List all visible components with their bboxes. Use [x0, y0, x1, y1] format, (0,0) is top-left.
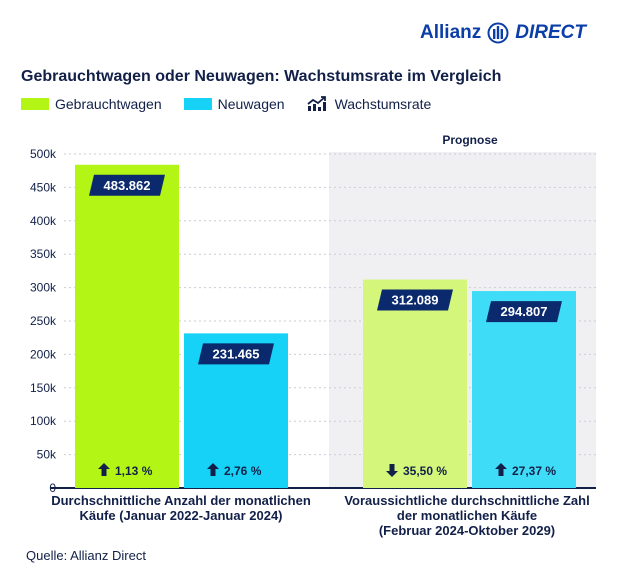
- value-label-box: [198, 343, 274, 365]
- legend-item-new: Neuwagen: [183, 96, 285, 112]
- value-label: 483.862: [104, 178, 151, 193]
- brand-logo: Allianz DIRECT: [420, 22, 586, 44]
- legend-label-used: Gebrauchtwagen: [55, 96, 162, 112]
- trend-chart-icon: [307, 96, 326, 111]
- x-category-label: Durchschnittliche Anzahl der monatlichen: [51, 493, 311, 508]
- y-tick-label: 150k: [30, 381, 57, 395]
- forecast-label: Prognose: [442, 133, 498, 147]
- y-tick-label: 400k: [30, 214, 57, 228]
- legend-swatch-new: [183, 98, 212, 110]
- growth-rate-label: 1,13 %: [115, 464, 153, 478]
- bar-used-0: [75, 164, 179, 488]
- bar-used-1: [363, 279, 467, 488]
- legend-swatch-used: [21, 98, 49, 110]
- value-label: 294.807: [501, 304, 548, 319]
- legend-label-new: Neuwagen: [217, 96, 285, 112]
- y-tick-label: 50k: [37, 448, 57, 462]
- y-tick-label: 350k: [30, 247, 57, 261]
- arrow-up-icon: [207, 463, 219, 476]
- arrow-up-icon: [495, 463, 507, 476]
- y-tick-label: 500k: [30, 147, 57, 161]
- chart-legend: Gebrauchtwagen Neuwagen Wachstumsrate: [21, 96, 453, 112]
- allianz-eagle-icon: [487, 22, 509, 44]
- y-tick-label: 100k: [30, 414, 57, 428]
- x-category-label: Voraussichtliche durchschnittliche Zahl: [344, 493, 589, 508]
- x-category-label: der monatlichen Käufe: [397, 508, 537, 523]
- value-label: 312.089: [392, 293, 439, 308]
- x-category-label: (Februar 2024-Oktober 2029): [379, 523, 555, 538]
- x-category-label: Käufe (Januar 2022-Januar 2024): [79, 508, 282, 523]
- y-tick-label: 450k: [30, 180, 57, 194]
- growth-rate-label: 35,50 %: [403, 464, 447, 478]
- brand-name: Allianz: [420, 22, 482, 43]
- legend-label-growth: Wachstumsrate: [334, 96, 432, 112]
- value-label: 231.465: [213, 346, 260, 361]
- value-label-box: [377, 289, 453, 311]
- bar-new-1: [472, 291, 576, 488]
- arrow-down-icon: [386, 464, 398, 477]
- brand-direct: DIRECT: [515, 22, 586, 43]
- y-tick-label: 200k: [30, 347, 57, 361]
- y-tick-label: 250k: [30, 314, 57, 328]
- legend-item-used: Gebrauchtwagen: [21, 96, 162, 112]
- source-note: Quelle: Allianz Direct: [26, 548, 146, 563]
- value-label-box: [89, 174, 165, 196]
- arrow-up-icon: [98, 463, 110, 476]
- y-tick-label: 300k: [30, 281, 57, 295]
- growth-rate-label: 27,37 %: [512, 464, 556, 478]
- growth-rate-label: 2,76 %: [224, 464, 262, 478]
- chart-title: Gebrauchtwagen oder Neuwagen: Wachstumsr…: [21, 68, 502, 85]
- value-label-box: [486, 301, 562, 323]
- legend-item-growth: Wachstumsrate: [307, 96, 432, 112]
